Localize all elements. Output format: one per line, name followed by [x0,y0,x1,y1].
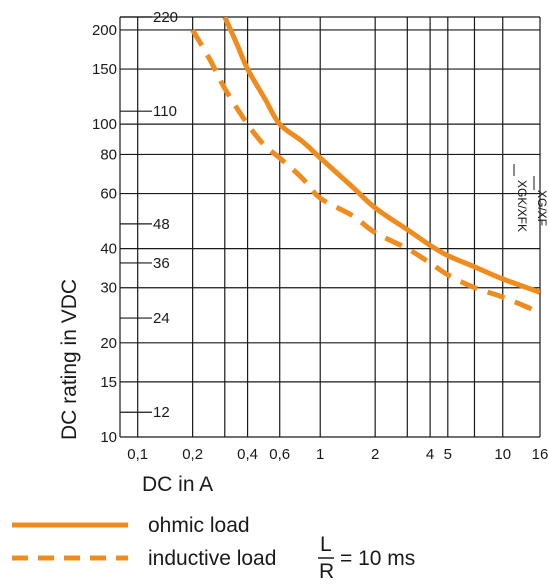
legend-formula-denominator: R [319,560,334,583]
y-tick-label: 40 [100,241,117,258]
x-tick-label: 2 [371,446,379,463]
y-minor-tick-label: 36 [153,255,170,272]
x-tick-label: 1 [316,446,324,463]
y-tick-label: 15 [100,374,117,391]
grid [119,16,541,438]
annotation-label-xgk: XGK/XFK [515,180,529,232]
annotation-label-xg: XG/XF [535,190,549,226]
y-tick-label: 60 [100,186,117,203]
x-tick-label: 0,6 [269,446,290,463]
x-tick-label: 16 [532,446,549,463]
series [190,17,540,315]
y-tick-label: 100 [92,116,117,133]
y-minor-tick-label: 220 [153,9,178,26]
x-tick-label: 10 [494,446,511,463]
x-axis-ticks: 0,1 0,2 0,4 0,6 1 2 4 5 10 16 [127,446,548,463]
part-number-annotation: XGK/XFK XG/XF [513,164,549,232]
y-minor-tick-label: 48 [153,216,170,233]
y-tick-label: 20 [100,335,117,352]
y-tick-label: 10 [100,429,117,446]
y-axis-title: DC rating in VDC [58,279,81,440]
legend: ohmic load inductive load L R = 10 ms [12,514,415,583]
series-ohmic-load-line [222,17,540,295]
x-tick-label: 0,2 [182,446,203,463]
x-tick-label: 0,4 [237,446,258,463]
y-minor-tick-label: 110 [153,103,177,120]
x-tick-label: 5 [444,446,452,463]
legend-formula-suffix: = 10 ms [340,547,415,570]
legend-label-inductive: inductive load [148,547,276,570]
x-axis-title: DC in A [142,473,213,496]
legend-formula-numerator: L [320,533,332,556]
y-tick-label: 200 [92,22,117,39]
y-axis-ticks: 10 15 20 30 40 60 80 100 150 200 12 24 36 48 110 220 [92,9,178,446]
y-tick-label: 150 [92,61,117,78]
x-tick-label: 4 [426,446,434,463]
x-tick-label: 0,1 [127,446,148,463]
y-tick-label: 30 [100,280,117,297]
y-tick-label: 80 [100,146,117,163]
series-inductive-load-line [190,28,540,315]
y-minor-tick-label: 12 [153,404,170,421]
legend-label-ohmic: ohmic load [148,514,250,537]
y-minor-tick-label: 24 [153,310,170,327]
